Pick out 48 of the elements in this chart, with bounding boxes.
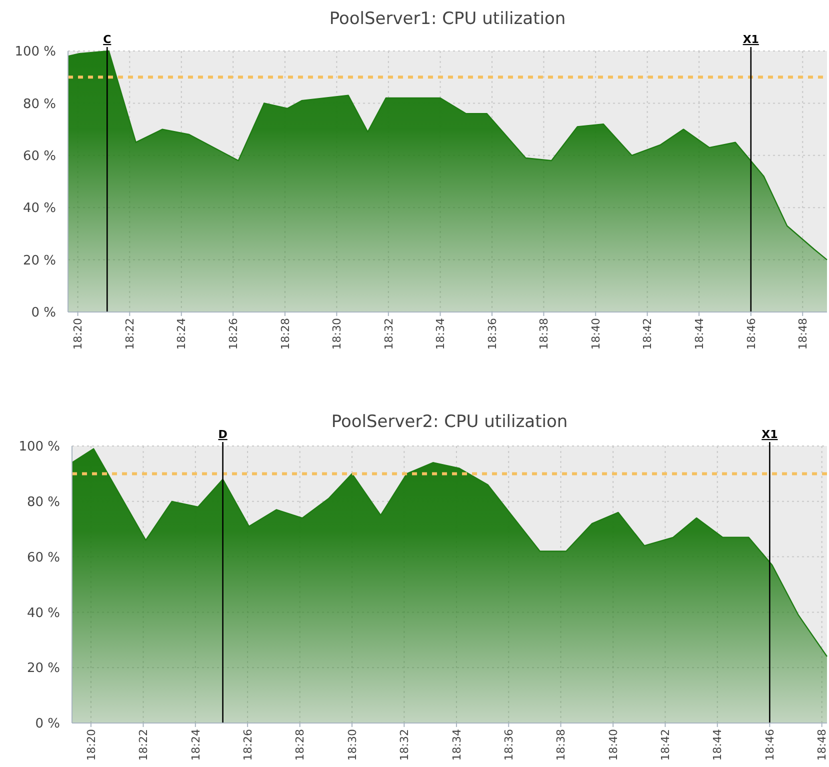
y-tick-label: 20 % (22, 253, 56, 268)
x-tick-label: 18:30 (330, 318, 344, 350)
x-tick-label: 18:38 (554, 729, 568, 761)
x-tick-label: 18:28 (278, 318, 292, 350)
x-tick-label: 18:44 (692, 318, 706, 350)
x-tick-label: 18:46 (764, 729, 777, 761)
y-tick-label: 0 % (35, 716, 60, 732)
y-tick-label: 80 % (26, 494, 60, 510)
y-tick-label: 60 % (26, 550, 60, 566)
y-tick-label: 100 % (14, 44, 56, 60)
y-tick-label: 60 % (22, 148, 56, 164)
x-tick-label: 18:34 (450, 729, 464, 761)
chart-title: PoolServer1: CPU utilization (329, 9, 566, 29)
ref-line-label: X1 (742, 33, 759, 46)
x-tick-label: 18:20 (84, 729, 98, 761)
x-tick-label: 18:26 (226, 318, 240, 350)
y-tick-label: 100 % (18, 440, 60, 455)
x-tick-label: 18:24 (175, 318, 188, 350)
x-tick-label: 18:48 (816, 729, 829, 761)
x-tick-label: 18:22 (137, 729, 150, 761)
y-tick-label: 20 % (26, 661, 60, 676)
x-tick-label: 18:40 (606, 729, 620, 761)
x-tick-label: 18:40 (589, 318, 602, 350)
y-tick-label: 0 % (31, 306, 56, 321)
x-tick-label: 18:46 (744, 318, 758, 350)
x-tick-label: 18:30 (346, 729, 359, 761)
ref-line-label: X1 (762, 428, 778, 441)
ref-line-label: C (103, 33, 112, 46)
x-tick-label: 18:44 (711, 729, 724, 761)
x-tick-label: 18:48 (796, 318, 810, 350)
x-tick-label: 18:22 (124, 318, 137, 350)
ref-line-label: D (218, 428, 228, 441)
x-tick-label: 18:20 (72, 318, 85, 350)
x-tick-label: 18:24 (189, 729, 202, 761)
x-tick-label: 18:42 (641, 318, 654, 350)
x-tick-label: 18:36 (502, 729, 516, 761)
x-tick-label: 18:28 (294, 729, 307, 761)
x-tick-label: 18:32 (398, 729, 412, 761)
y-tick-label: 80 % (22, 96, 56, 112)
x-tick-label: 18:34 (434, 318, 448, 350)
y-tick-label: 40 % (22, 201, 56, 216)
chart-title: PoolServer2: CPU utilization (331, 412, 568, 432)
x-tick-label: 18:26 (241, 729, 254, 761)
y-tick-label: 40 % (26, 606, 60, 621)
x-tick-label: 18:32 (382, 318, 396, 350)
x-tick-label: 18:38 (538, 318, 551, 350)
x-tick-label: 18:36 (486, 318, 499, 350)
x-tick-label: 18:42 (659, 729, 672, 761)
